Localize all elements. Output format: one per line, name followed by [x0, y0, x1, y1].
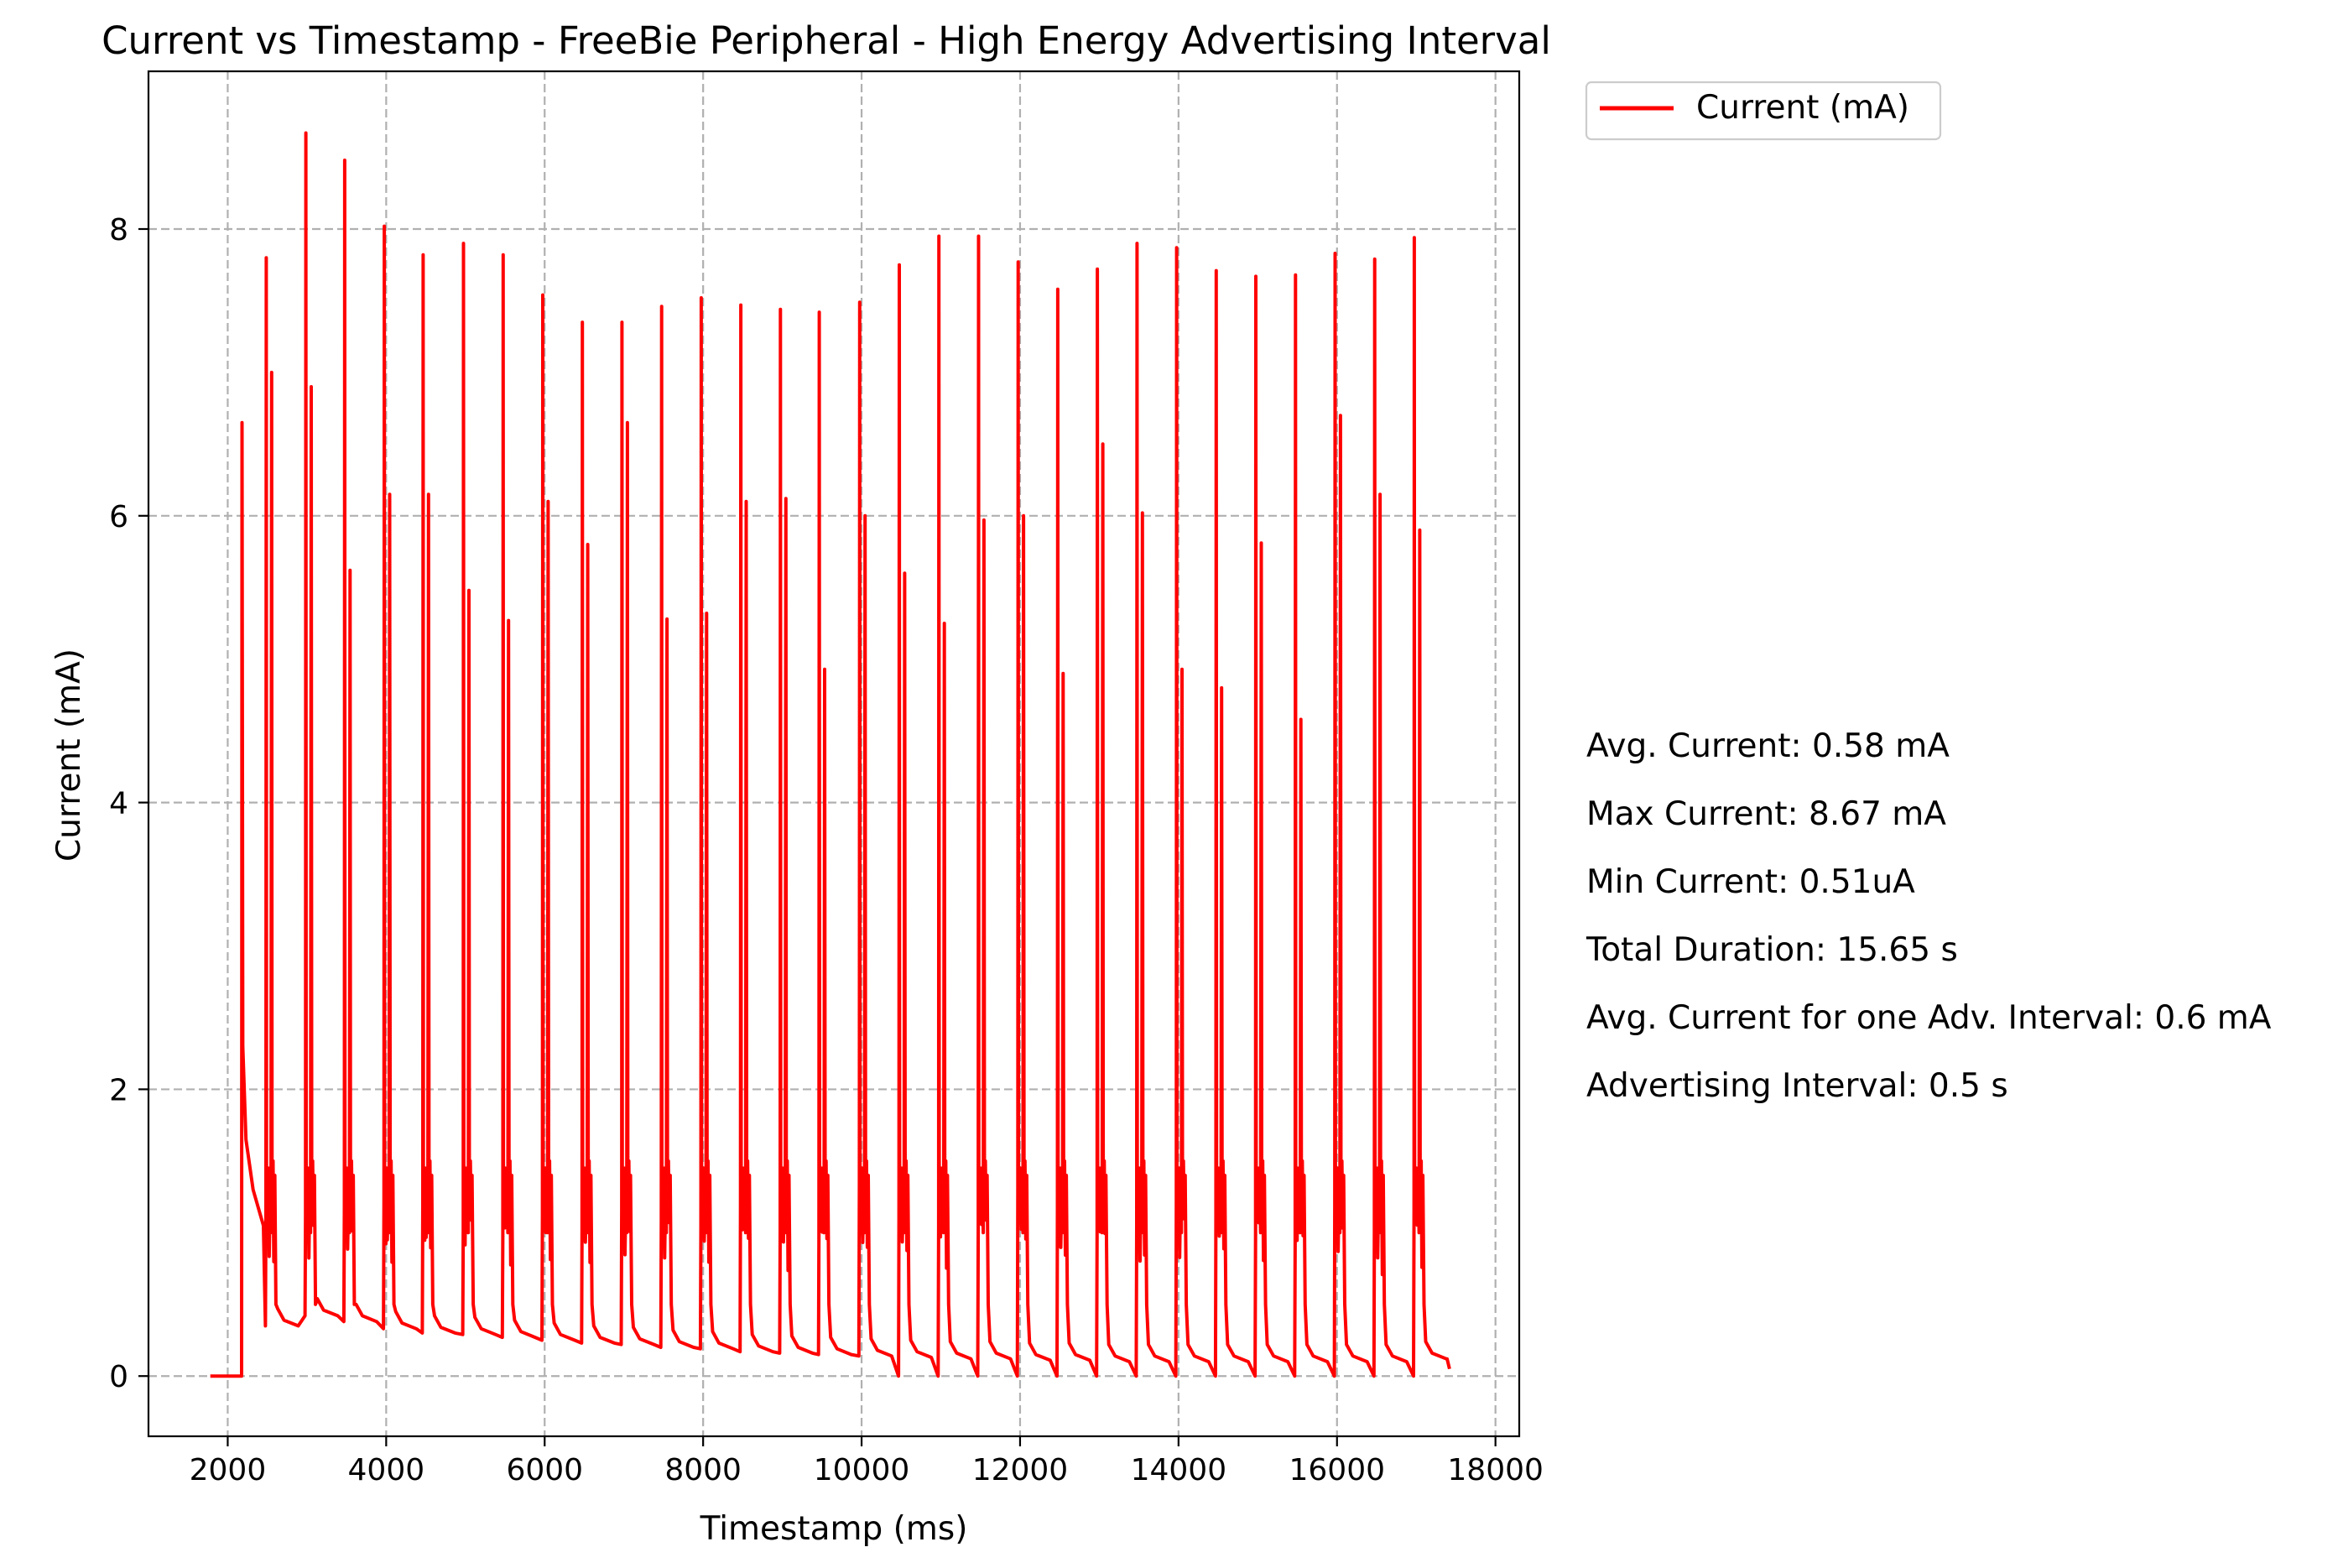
legend-frame	[1585, 81, 1942, 141]
x-tick-label: 4000	[348, 1453, 425, 1487]
stat-max-current: Max Current: 8.67 mA	[1586, 795, 1946, 833]
legend-label-current: Current (mA)	[1696, 89, 1909, 127]
series-current-line	[210, 131, 1451, 1378]
y-tick-label: 2	[109, 1073, 128, 1107]
current-series-path	[210, 131, 1451, 1378]
x-tick-label: 12000	[972, 1453, 1069, 1487]
x-tick-label: 10000	[814, 1453, 910, 1487]
chart-title: Current vs Timestamp - FreeBie Periphera…	[102, 18, 1551, 63]
axis-ticks: 2000 4000 6000 8000 10000 12000 14000 16000 1800…	[109, 213, 1544, 1487]
stats-panel: Avg. Current: 0.58 mA Max Current: 8.67 …	[1586, 727, 2272, 1105]
x-tick-label: 16000	[1289, 1453, 1385, 1487]
x-tick-label: 14000	[1131, 1453, 1227, 1487]
y-tick-label: 8	[109, 213, 128, 247]
stat-avg-current: Avg. Current: 0.58 mA	[1586, 727, 1950, 765]
y-tick-label: 6	[109, 500, 128, 534]
stat-total-duration: Total Duration: 15.65 s	[1586, 931, 1958, 969]
x-tick-label: 18000	[1447, 1453, 1544, 1487]
plot-area-frame	[147, 70, 1521, 1438]
stat-advertising-interval: Advertising Interval: 0.5 s	[1586, 1067, 2008, 1105]
y-tick-label: 4	[109, 787, 128, 821]
legend: Current (mA)	[1585, 81, 1942, 141]
stat-avg-current-adv-interval: Avg. Current for one Adv. Interval: 0.6 …	[1586, 999, 2272, 1037]
x-tick-label: 6000	[506, 1453, 583, 1487]
y-tick-label: 0	[109, 1360, 128, 1394]
x-tick-label: 2000	[190, 1453, 267, 1487]
y-axis-label: Current (mA)	[50, 649, 88, 862]
grid-lines	[148, 71, 1519, 1436]
stat-min-current: Min Current: 0.51uA	[1586, 863, 1915, 901]
x-tick-label: 8000	[664, 1453, 742, 1487]
x-axis-label: Timestamp (ms)	[700, 1510, 968, 1548]
